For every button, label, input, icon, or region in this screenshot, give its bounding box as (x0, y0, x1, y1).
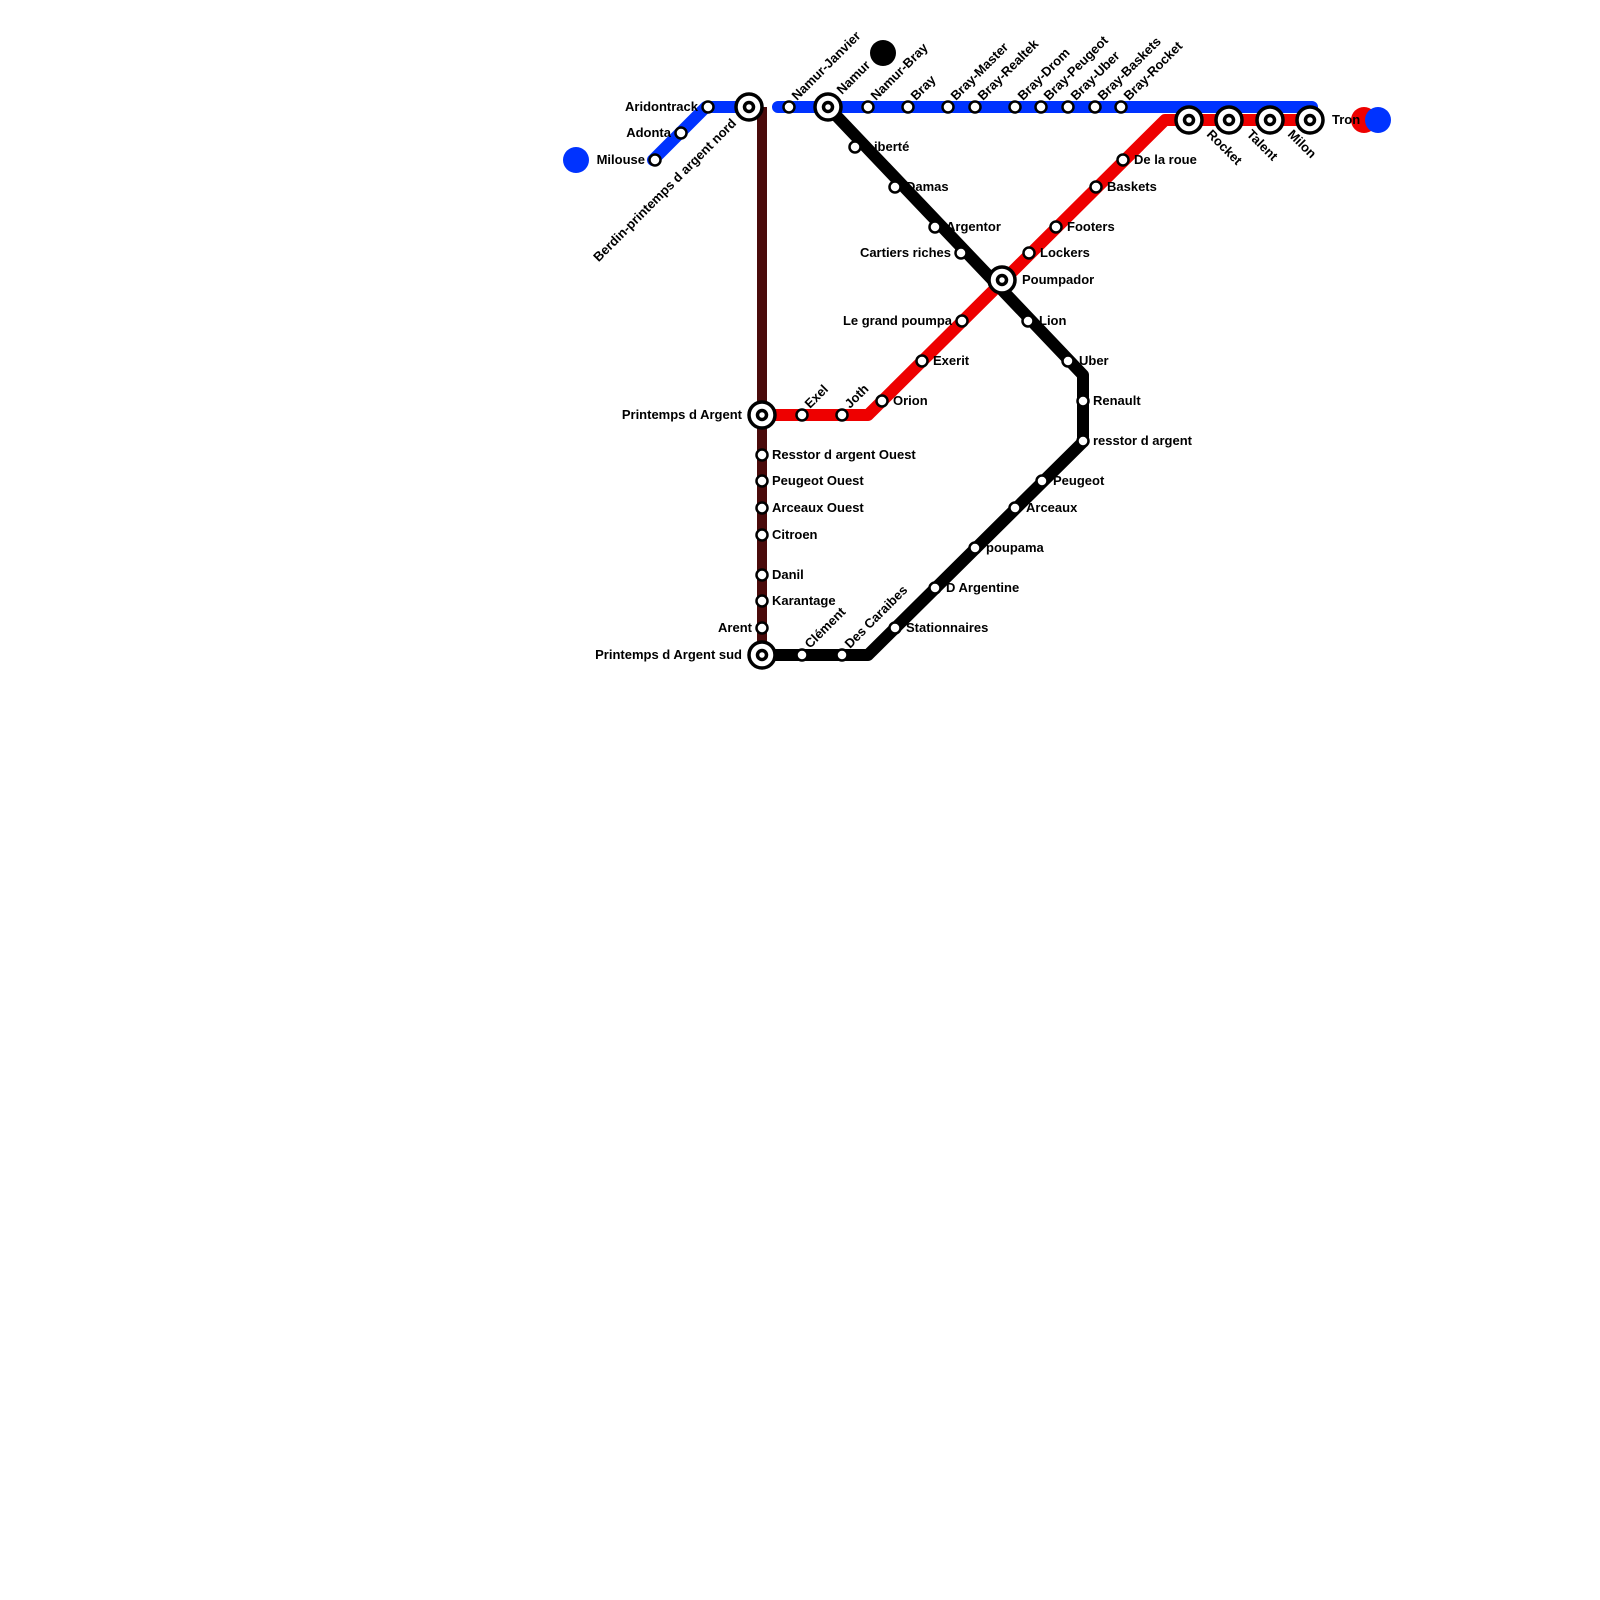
label-cartiers-riches: Cartiers riches (860, 245, 951, 260)
station-bray-baskets[interactable] (1088, 100, 1102, 114)
line-red (762, 114, 1312, 421)
label-karantage: Karantage (772, 593, 836, 608)
station-lion[interactable] (1021, 314, 1035, 328)
label-danil: Danil (772, 567, 804, 582)
label-namur-janvier: Namur-Janvier (789, 28, 864, 103)
station-joth[interactable] (835, 408, 849, 422)
station-bray-uber[interactable] (1061, 100, 1075, 114)
interchange-printemps-sud[interactable] (747, 640, 777, 670)
label-argentor: Argentor (946, 219, 1001, 234)
label-exerit: Exerit (933, 353, 970, 368)
label-baskets: Baskets (1107, 179, 1157, 194)
station-aridontrack[interactable] (701, 100, 715, 114)
interchange-tron[interactable] (1295, 105, 1325, 135)
station-uber[interactable] (1061, 354, 1075, 368)
station-adonta[interactable] (674, 126, 688, 140)
station-arceaux-ouest[interactable] (755, 501, 769, 515)
label-orion: Orion (893, 393, 928, 408)
station-renault[interactable] (1076, 394, 1090, 408)
interchange-namur[interactable] (813, 92, 843, 122)
station-karantage[interactable] (755, 594, 769, 608)
station-resstor-d-argent[interactable] (1076, 434, 1090, 448)
label-renault: Renault (1093, 393, 1141, 408)
station-damas[interactable] (888, 180, 902, 194)
label-citroen: Citroen (772, 527, 818, 542)
station-des-caraibes[interactable] (835, 648, 849, 662)
label-liberte: Liberté (866, 139, 909, 154)
label-peugeot-ouest: Peugeot Ouest (772, 473, 864, 488)
label-resstor-d-argent: resstor d argent (1093, 433, 1193, 448)
station-exerit[interactable] (915, 354, 929, 368)
station-bray-master[interactable] (941, 100, 955, 114)
station-bray-peugeot[interactable] (1034, 100, 1048, 114)
label-clement: Clément (802, 604, 849, 651)
station-citroen[interactable] (755, 528, 769, 542)
station-clement[interactable] (795, 648, 809, 662)
station-d-argentine[interactable] (928, 581, 942, 595)
station-resstor-ouest[interactable] (755, 448, 769, 462)
interchange-berdin[interactable] (734, 92, 764, 122)
interchange-poumpador[interactable] (987, 265, 1017, 295)
label-tron: Tron (1332, 112, 1360, 127)
station-baskets[interactable] (1089, 180, 1103, 194)
station-bray-realtek[interactable] (968, 100, 982, 114)
label-poumpador: Poumpador (1022, 272, 1094, 287)
label-resstor-ouest: Resstor d argent Ouest (772, 447, 916, 462)
station-lockers[interactable] (1022, 246, 1036, 260)
station-namur-janvier[interactable] (782, 100, 796, 114)
station-liberte[interactable] (848, 140, 862, 154)
label-printemps-sud: Printemps d Argent sud (595, 647, 742, 662)
label-lion: Lion (1039, 313, 1066, 328)
interchange-talent[interactable] (1214, 105, 1244, 135)
label-adonta: Adonta (626, 125, 672, 140)
station-exel[interactable] (795, 408, 809, 422)
label-uber: Uber (1079, 353, 1109, 368)
station-footers[interactable] (1049, 220, 1063, 234)
label-milouse: Milouse (597, 152, 645, 167)
station-arceaux[interactable] (1008, 501, 1022, 515)
station-milouse[interactable] (648, 153, 662, 167)
blue-line-terminal (563, 147, 589, 173)
blue-line-terminal-east (1365, 107, 1391, 133)
station-danil[interactable] (755, 568, 769, 582)
station-bray-rocket[interactable] (1114, 100, 1128, 114)
station-le-grand-poumpa[interactable] (955, 314, 969, 328)
station-bray-drom[interactable] (1008, 100, 1022, 114)
label-d-argentine: D Argentine (946, 580, 1019, 595)
label-aridontrack: Aridontrack (625, 99, 699, 114)
station-arent[interactable] (755, 621, 769, 635)
label-peugeot: Peugeot (1053, 473, 1105, 488)
station-dots (648, 100, 1130, 662)
interchange-rocket[interactable] (1174, 105, 1204, 135)
label-damas: Damas (906, 179, 949, 194)
label-lockers: Lockers (1040, 245, 1090, 260)
station-argentor[interactable] (928, 220, 942, 234)
label-stationnaires: Stationnaires (906, 620, 988, 635)
station-cartiers-riches[interactable] (954, 246, 968, 260)
label-arent: Arent (718, 620, 753, 635)
label-de-la-roue: De la roue (1134, 152, 1197, 167)
label-poupama: poupama (986, 540, 1045, 555)
label-namur: Namur (834, 57, 874, 97)
label-printemps: Printemps d Argent (622, 407, 743, 422)
interchange-printemps[interactable] (747, 400, 777, 430)
label-joth: Joth (842, 381, 872, 411)
black-line-terminal (870, 40, 896, 66)
station-peugeot[interactable] (1035, 474, 1049, 488)
label-arceaux: Arceaux (1026, 500, 1078, 515)
label-exel: Exel (802, 382, 832, 412)
station-poupama[interactable] (968, 541, 982, 555)
station-peugeot-ouest[interactable] (755, 474, 769, 488)
label-arceaux-ouest: Arceaux Ouest (772, 500, 864, 515)
station-stationnaires[interactable] (888, 621, 902, 635)
label-footers: Footers (1067, 219, 1115, 234)
station-namur-bray[interactable] (861, 100, 875, 114)
station-de-la-roue[interactable] (1116, 153, 1130, 167)
interchange-milon[interactable] (1255, 105, 1285, 135)
station-orion[interactable] (875, 394, 889, 408)
label-le-grand-poumpa: Le grand poumpa (843, 313, 953, 328)
label-bray: Bray (908, 72, 940, 104)
station-bray[interactable] (901, 100, 915, 114)
